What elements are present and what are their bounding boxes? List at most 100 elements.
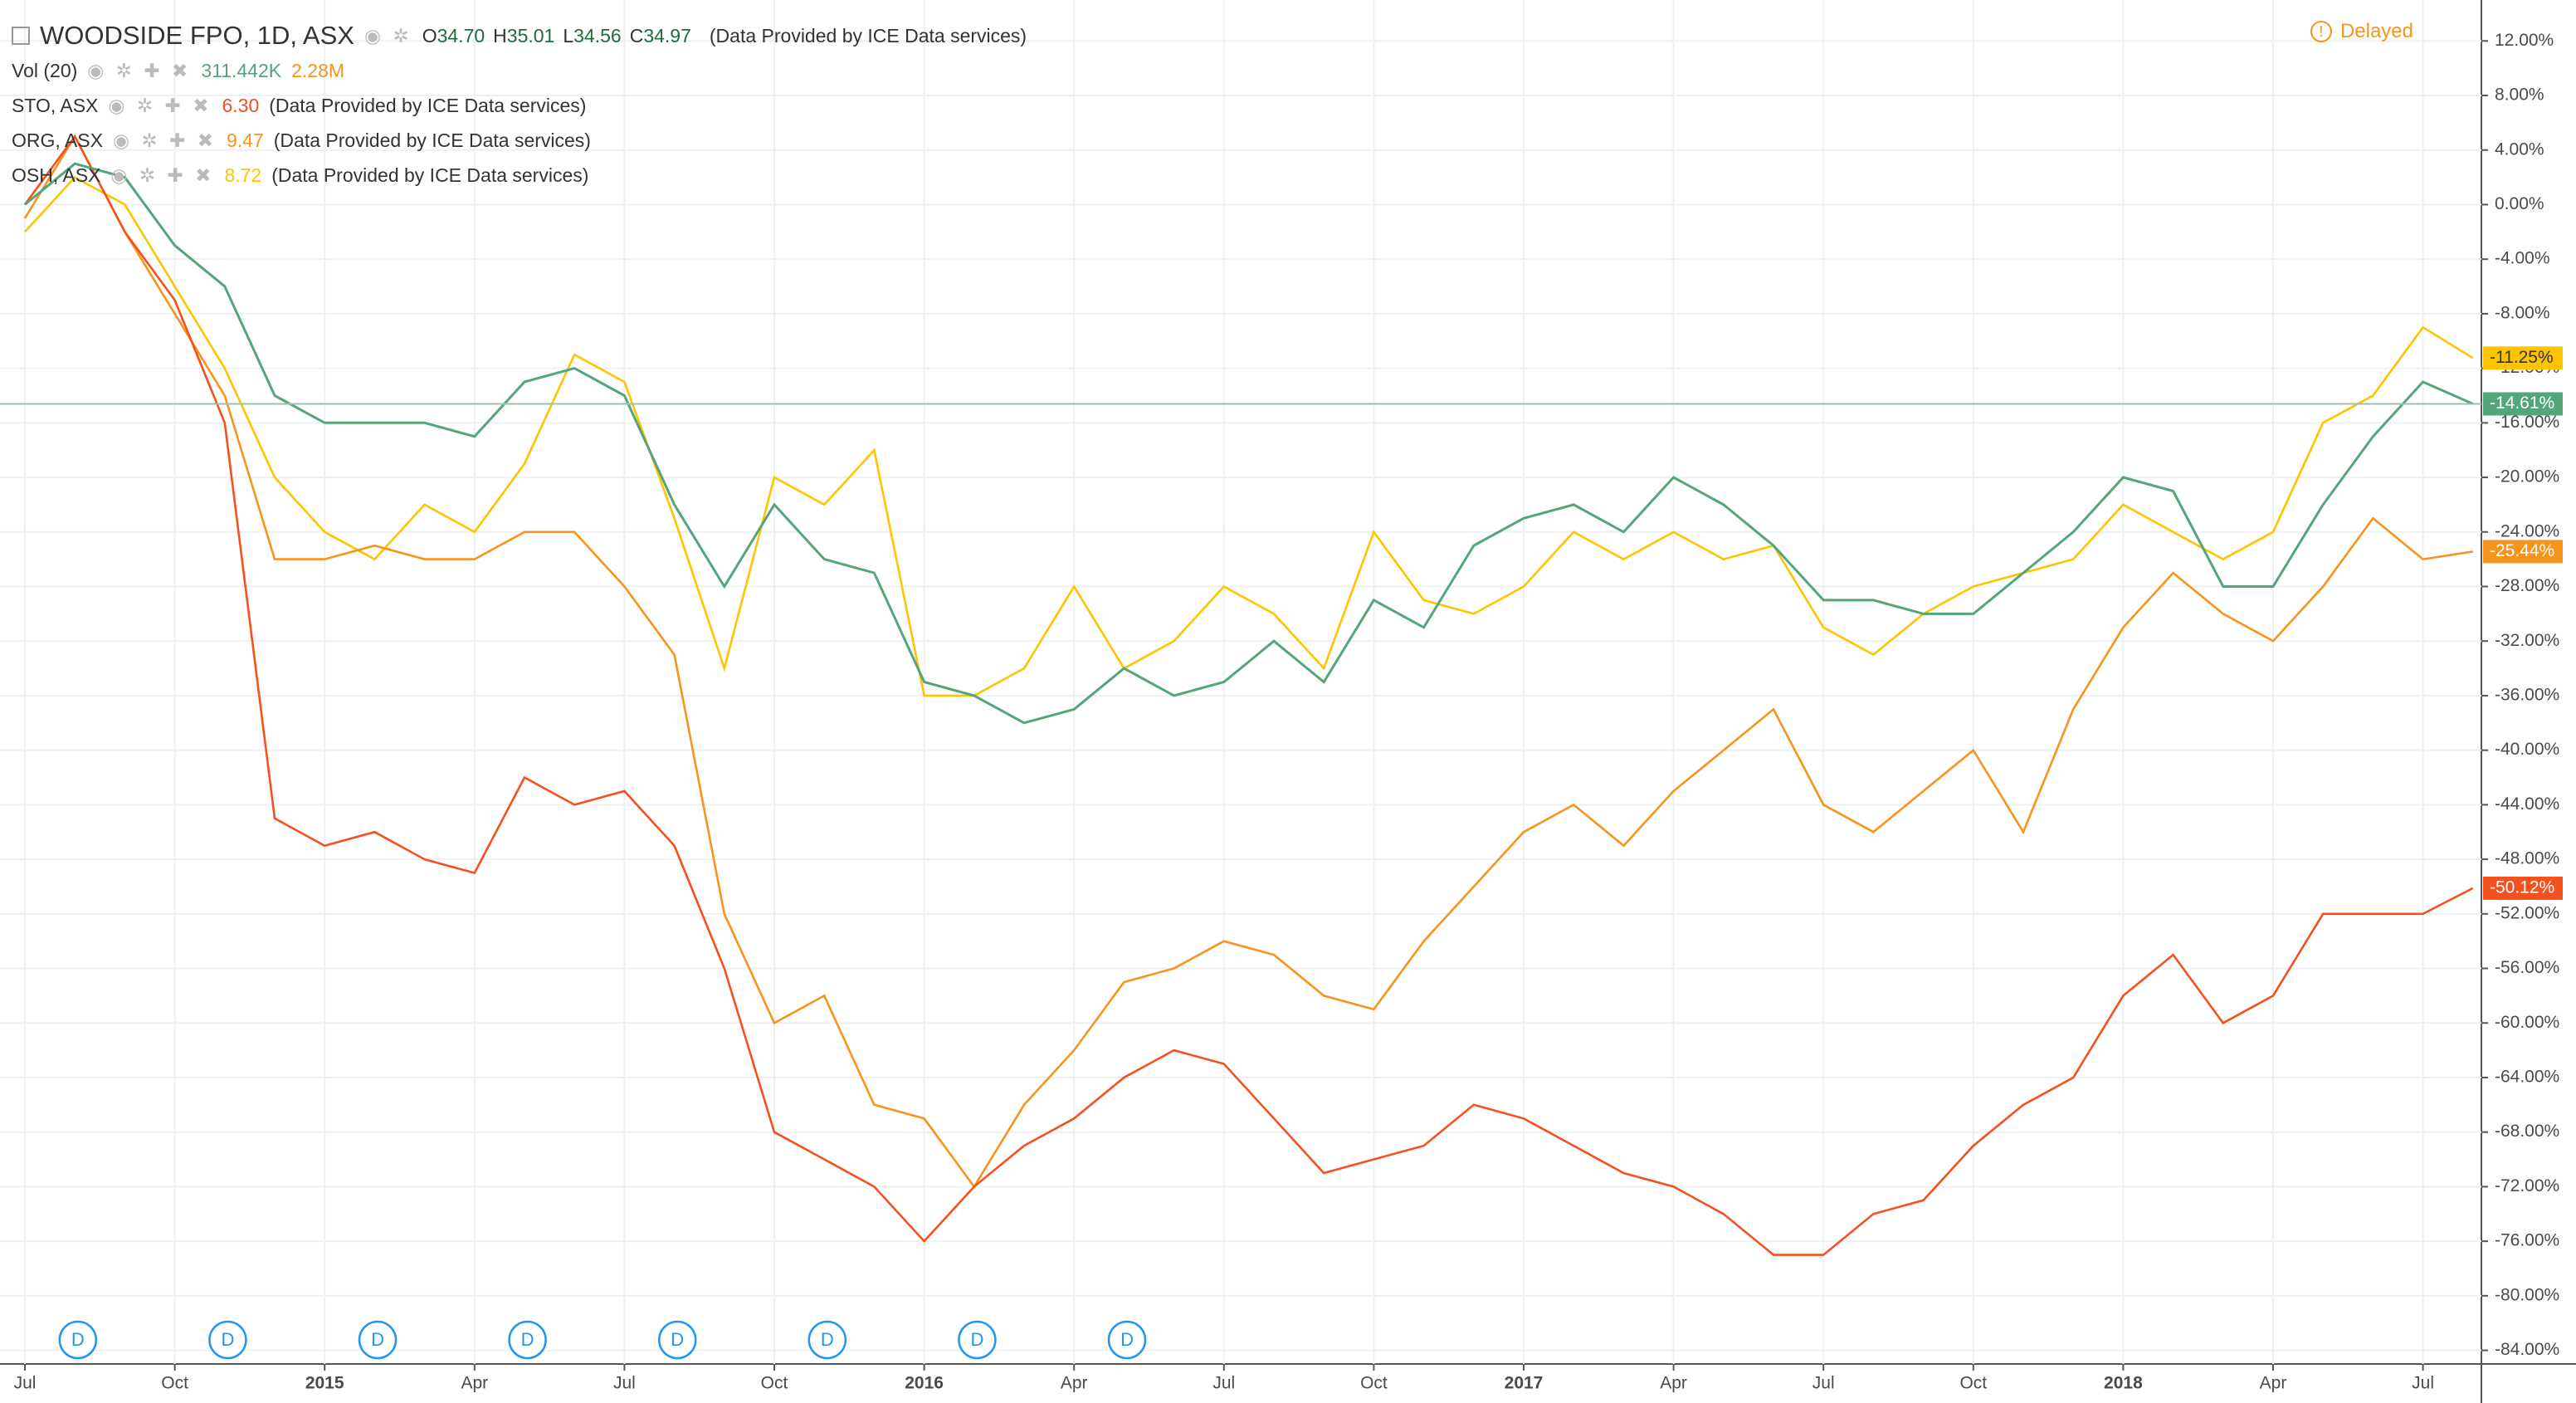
price-tag xyxy=(2483,346,2563,370)
ohlc-value: 34.70 xyxy=(437,25,485,46)
icons[interactable]: ◉ ✲ ✚ ✖ xyxy=(87,60,192,81)
compare-row: ORG, ASX ◉ ✲ ✚ ✖ 9.47 (Data Provided by ICE… xyxy=(12,123,1027,158)
x-tick-label: Oct xyxy=(1360,1374,1388,1393)
dividend-circle xyxy=(657,1320,697,1360)
icons[interactable]: ◉ ✲ xyxy=(363,25,412,46)
ohlc-item: O34.70 xyxy=(422,25,485,46)
y-tick-label: -76.00% xyxy=(2495,1231,2559,1250)
x-tick-label: 2017 xyxy=(1505,1374,1544,1393)
dividend-circle xyxy=(358,1320,398,1360)
price-tag-label: -11.25% xyxy=(2490,348,2554,367)
dividend-marker[interactable]: D xyxy=(508,1320,547,1360)
icons[interactable]: ◉ ✲ ✚ ✖ xyxy=(110,164,215,186)
y-tick-label: 8.00% xyxy=(2495,86,2544,105)
y-tick-label: -28.00% xyxy=(2495,576,2559,595)
ohlc-item: H35.01 xyxy=(493,25,554,46)
x-tick-label: Apr xyxy=(461,1374,488,1393)
dividend-marker[interactable]: D xyxy=(358,1320,398,1360)
dividend-marker[interactable]: D xyxy=(1107,1320,1147,1360)
x-tick-label: Apr xyxy=(1061,1374,1088,1393)
y-tick-label: -68.00% xyxy=(2495,1122,2559,1141)
dividend-circle xyxy=(1107,1320,1147,1360)
x-tick-label: Jul xyxy=(613,1374,636,1393)
icons[interactable]: ◉ ✲ ✚ ✖ xyxy=(108,95,212,116)
price-tag-label: -14.61% xyxy=(2490,394,2554,413)
series-line xyxy=(23,134,2474,1256)
y-tick-label: 0.00% xyxy=(2495,194,2544,213)
dividend-label: D xyxy=(821,1329,834,1350)
dividend-marker[interactable]: D xyxy=(58,1320,98,1360)
ohlc-letter: O xyxy=(422,25,437,46)
dividend-circle xyxy=(807,1320,847,1360)
ohlc-value: 35.01 xyxy=(506,25,555,46)
main-row: WOODSIDE FPO, 1D, ASX ◉ ✲ O34.70 H35.01 L3… xyxy=(12,18,1027,53)
price-tag xyxy=(2483,876,2563,900)
y-tick-label: 12.00% xyxy=(2495,31,2554,50)
ohlc-item: L34.56 xyxy=(563,25,621,46)
dividend-label: D xyxy=(671,1329,684,1350)
ohlc: O34.70 H35.01 L34.56 C34.97 xyxy=(422,18,700,53)
compare-price: 8.72 xyxy=(224,164,262,186)
x-tick-label: Oct xyxy=(161,1374,188,1393)
dividend-marker[interactable]: D xyxy=(807,1320,847,1360)
y-tick-label: -48.00% xyxy=(2495,849,2559,868)
y-tick-label: -52.00% xyxy=(2495,903,2559,922)
dividend-marker[interactable]: D xyxy=(208,1320,247,1360)
series-line xyxy=(24,175,2474,697)
ohlc-letter: L xyxy=(563,25,574,46)
x-tick-label: Oct xyxy=(761,1374,788,1393)
compare-name: STO, ASX xyxy=(12,95,99,116)
compare-row: STO, ASX ◉ ✲ ✚ ✖ 6.30 (Data Provided by ICE… xyxy=(12,88,1027,123)
y-tick-label: -16.00% xyxy=(2495,413,2559,432)
price-tag xyxy=(2483,392,2563,416)
compare-row: OSH, ASX ◉ ✲ ✚ ✖ 8.72 (Data Provided by ICE… xyxy=(12,158,1027,193)
ohlc-letter: H xyxy=(493,25,507,46)
series-line xyxy=(23,134,2473,1189)
x-tick-label: 2018 xyxy=(2104,1374,2143,1393)
volume-value: 311.442K xyxy=(201,60,282,81)
price-tag-label: -25.44% xyxy=(2490,541,2554,560)
volume-ma: 2.28M xyxy=(291,60,345,81)
y-tick-label: -72.00% xyxy=(2495,1176,2559,1195)
dividend-label: D xyxy=(71,1329,85,1350)
y-tick-label: -32.00% xyxy=(2495,631,2559,650)
y-tick-label: -56.00% xyxy=(2495,958,2559,977)
compare-rows: STO, ASX ◉ ✲ ✚ ✖ 6.30 (Data Provided by ICE… xyxy=(12,88,1027,193)
y-tick-label: -84.00% xyxy=(2495,1340,2559,1359)
ohlc-item: C34.97 xyxy=(630,25,691,46)
price-tag xyxy=(2483,540,2563,564)
x-tick-label: 2015 xyxy=(305,1374,344,1393)
dividend-marker[interactable]: D xyxy=(657,1320,697,1360)
y-tick-label: -44.00% xyxy=(2495,794,2559,814)
y-tick-label: -64.00% xyxy=(2495,1068,2559,1087)
y-tick-label: -60.00% xyxy=(2495,1013,2559,1032)
y-tick-label: -24.00% xyxy=(2495,521,2559,540)
y-tick-label: -8.00% xyxy=(2495,303,2550,322)
icons[interactable]: ◉ ✲ ✚ ✖ xyxy=(112,130,217,151)
y-tick-label: -40.00% xyxy=(2495,740,2559,759)
x-tick-label: Jul xyxy=(1212,1374,1235,1393)
dividend-circle xyxy=(508,1320,547,1360)
compare-name: OSH, ASX xyxy=(12,164,101,186)
source: (Data Provided by ICE Data services) xyxy=(271,164,589,186)
x-tick-label: Apr xyxy=(1660,1374,1687,1393)
collapse-box[interactable] xyxy=(12,27,30,45)
volume-row: Vol (20) ◉ ✲ ✚ ✖ 311.442K 2.28M xyxy=(12,53,1027,88)
volume-name: Vol (20) xyxy=(12,60,78,81)
status-text: Delayed xyxy=(2339,20,2413,42)
y-tick-label: -20.00% xyxy=(2495,467,2559,486)
dividend-label: D xyxy=(521,1329,534,1350)
dividend-marker[interactable]: D xyxy=(958,1320,997,1360)
x-tick-label: Jul xyxy=(2412,1374,2434,1393)
x-tick-label: Apr xyxy=(2260,1374,2287,1393)
dividend-label: D xyxy=(221,1329,234,1350)
y-tick-label: -4.00% xyxy=(2495,249,2550,268)
y-tick-label: 4.00% xyxy=(2495,139,2544,159)
price-tag-label: -50.12% xyxy=(2490,877,2554,897)
symbol-title[interactable]: WOODSIDE FPO, 1D, ASX xyxy=(40,21,354,50)
dividend-circle xyxy=(208,1320,247,1360)
dividend-circle xyxy=(58,1320,98,1360)
ohlc-letter: C xyxy=(629,25,644,46)
